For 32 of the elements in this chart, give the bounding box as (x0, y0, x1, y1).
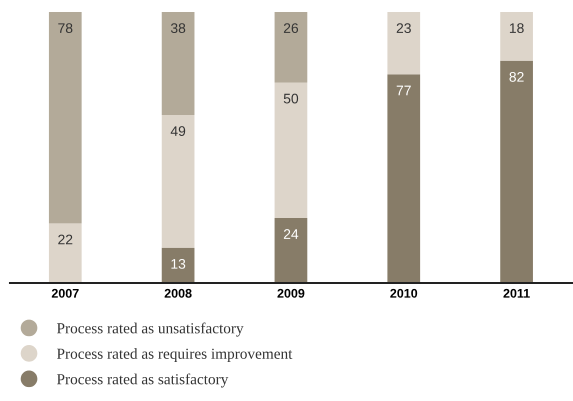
legend-label: Process rated as unsatisfactory (56, 322, 244, 337)
bar (500, 60, 533, 283)
bar (387, 12, 420, 74)
data-label: 38 (170, 23, 186, 34)
data-label: 24 (284, 229, 298, 239)
data-label: 77 (396, 86, 411, 96)
bar (162, 248, 194, 283)
legend-label: Process rated as requires improvement (56, 348, 292, 362)
data-label: 26 (284, 23, 298, 34)
bar (162, 114, 194, 248)
data-label: 13 (171, 258, 186, 269)
bar (387, 74, 420, 283)
bar (274, 82, 308, 218)
data-label: 50 (284, 94, 298, 104)
data-label: 22 (58, 234, 72, 244)
legend-label: Process rated as satisfactory (56, 373, 228, 388)
x-tick-label: 2007 (52, 288, 79, 298)
data-label: 82 (509, 72, 524, 82)
x-tick-label: 2009 (277, 288, 304, 298)
data-label: 23 (396, 23, 411, 34)
x-tick-label: 2010 (390, 288, 418, 298)
bar (48, 223, 82, 283)
bar (162, 12, 194, 115)
bar (274, 12, 308, 82)
x-tick-label: 2011 (503, 288, 530, 298)
data-label: 49 (170, 126, 186, 136)
x-tick-label: 2008 (164, 288, 192, 298)
data-label: 18 (510, 23, 524, 34)
data-label: 78 (58, 23, 72, 34)
bar (48, 12, 82, 224)
bar (500, 12, 533, 61)
bar (274, 218, 308, 283)
